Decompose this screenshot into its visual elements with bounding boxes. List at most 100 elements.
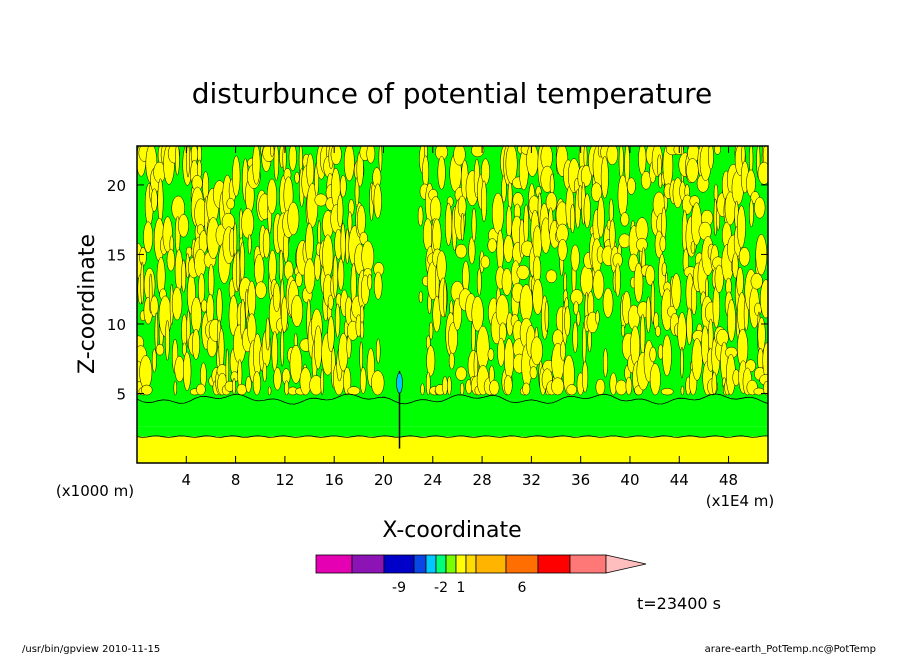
field-cell [649,346,657,363]
colorbar-segment [455,554,467,574]
field-cell [633,262,644,303]
field-cell [736,266,744,297]
field-cell [375,338,381,364]
x-tick-label: 4 [182,471,192,489]
field-cell [680,346,684,379]
field-cell [150,295,159,318]
field-cell [271,330,278,372]
colorbar-tick-label: 6 [518,580,527,596]
field-cell [332,254,338,298]
field-cell [448,322,458,355]
field-cell [367,273,373,291]
field-cell [339,175,347,198]
y-tick-label: 5 [116,385,126,403]
x-tick-label: 44 [670,471,689,489]
field-cell [581,361,589,393]
field-cell [262,362,268,383]
x-tick-label: 20 [374,471,393,489]
field-cell [186,146,190,178]
field-cell [166,249,176,272]
field-cell [422,155,430,189]
colorbar-segment [537,554,571,574]
field-cell [595,310,600,325]
field-cell [442,376,448,396]
field-cell [237,359,243,389]
field-cell [371,370,385,396]
field-cell [580,165,592,187]
field-cell [196,383,206,396]
field-cell [194,249,207,278]
field-cell [462,260,470,293]
x-tick-label: 28 [473,471,492,489]
field-cell [602,287,614,318]
field-cell [677,312,687,352]
field-cell [299,367,312,396]
field-cell [280,328,285,367]
field-cell [600,156,609,199]
colorbar-segment [475,554,507,574]
footer-left: /usr/bin/gpview 2010-11-15 [22,644,160,654]
field-cell [422,218,433,251]
field-cell [437,155,446,190]
colorbar: -9 -2 1 6 [315,554,647,596]
field-cell [655,325,661,337]
field-cell [252,371,261,396]
field-cell [471,296,484,332]
field-cell [295,272,303,288]
field-cell [738,247,751,267]
field-cell [459,382,465,396]
field-cell [714,264,724,293]
field-cell [609,372,618,396]
field-cell [165,320,170,361]
x-axis: 4 8 12 16 20 24 28 32 36 40 44 48 [182,146,738,489]
field-cell [564,306,571,337]
field-cell [268,249,277,284]
field-cell [645,265,656,286]
field-cell [232,155,241,197]
field-cell [716,328,729,347]
field-cell [197,273,206,305]
field-cell [322,234,334,279]
field-cell [272,282,281,312]
field-cell [305,223,314,263]
field-cell [448,351,455,370]
field-cell [278,249,284,284]
field-cell [530,336,543,366]
field-cell [320,368,324,396]
field-cell [529,366,538,380]
field-cell [192,328,200,360]
field-cell [491,192,505,234]
field-band [137,399,768,427]
field-cell [359,321,365,340]
field-cell [343,146,355,182]
field-cell [273,146,279,181]
field-cell [471,146,485,158]
colorbar-segment [435,554,447,574]
field-cell [155,343,165,356]
field-cell [443,280,447,318]
field-cell [618,233,631,249]
field-cell [428,321,434,340]
field-cell [359,367,367,394]
field-cell [501,268,513,296]
field-cell [262,228,271,259]
field-cell [671,273,682,310]
field-cell [732,252,739,279]
field-cell [626,177,636,195]
field-cell [714,146,721,155]
field-cell [266,178,278,215]
field-cell [182,342,187,357]
field-cell [762,342,768,379]
field-cell [471,207,477,243]
field-cell [294,171,300,184]
field-cell [236,383,247,396]
field-cell [708,146,714,170]
field-cell [691,202,702,246]
field-cell [487,348,495,361]
field-cell [736,205,746,249]
field-cell [182,351,192,391]
plot-area [137,146,768,463]
field-cell [680,385,685,396]
field-cell [621,324,626,337]
